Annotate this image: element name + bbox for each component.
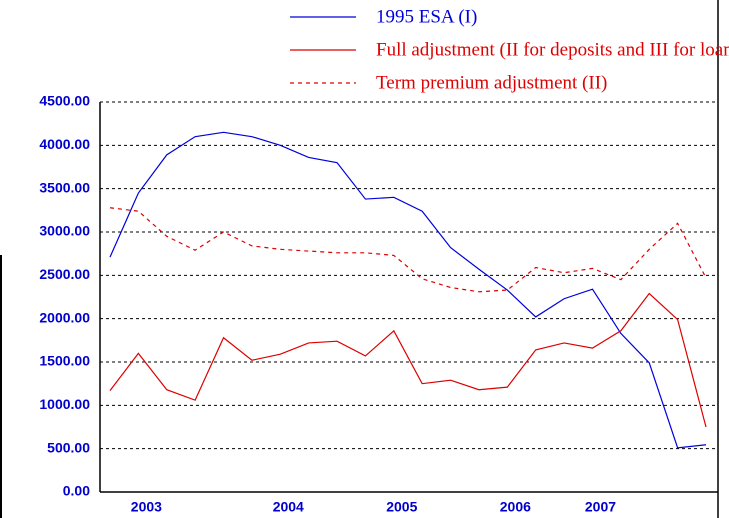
y-tick-label: 2500.00 bbox=[39, 266, 90, 282]
y-tick-label: 2000.00 bbox=[39, 309, 90, 325]
y-tick-label: 3000.00 bbox=[39, 223, 90, 239]
legend-label: Full adjustment (II for deposits and III… bbox=[376, 39, 729, 60]
y-tick-label: 3500.00 bbox=[39, 179, 90, 195]
x-tick-label: 2007 bbox=[585, 499, 616, 515]
legend-label: Term premium adjustment (II) bbox=[376, 72, 607, 93]
y-tick-label: 500.00 bbox=[47, 439, 90, 455]
series-line bbox=[109, 292, 707, 428]
series-line bbox=[109, 131, 707, 449]
y-tick-label: 1000.00 bbox=[39, 396, 90, 412]
legend-label: 1995 ESA (I) bbox=[376, 6, 477, 27]
x-tick-label: 2005 bbox=[386, 499, 417, 515]
series-line bbox=[109, 207, 707, 293]
x-tick-label: 2004 bbox=[273, 499, 304, 515]
y-tick-label: 4500.00 bbox=[39, 93, 90, 109]
x-tick-label: 2006 bbox=[500, 499, 531, 515]
y-tick-label: 1500.00 bbox=[39, 353, 90, 369]
x-tick-label: 2003 bbox=[131, 499, 162, 515]
y-tick-label: 0.00 bbox=[63, 483, 90, 499]
y-tick-label: 4000.00 bbox=[39, 136, 90, 152]
